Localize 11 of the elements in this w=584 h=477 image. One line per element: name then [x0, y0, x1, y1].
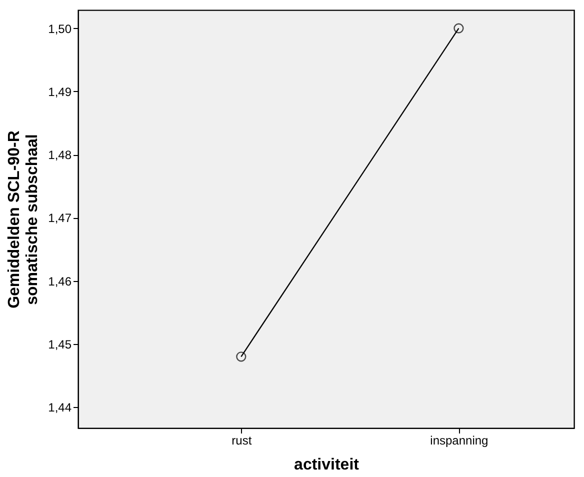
- y-tick-label: 1,47: [48, 211, 72, 226]
- y-tick-label: 1,49: [48, 84, 72, 99]
- y-tick-label: 1,50: [48, 22, 72, 36]
- y-tick-label: 1,48: [48, 148, 72, 162]
- y-tick-label: 1,45: [48, 338, 72, 352]
- y-axis-title: Gemiddelden SCL-90-R somatische subschaal: [6, 130, 42, 308]
- x-tick-label: inspanning: [430, 434, 488, 448]
- y-tick-label: 1,46: [48, 274, 72, 288]
- x-tick-label: rust: [232, 434, 252, 448]
- y-tick-label: 1,44: [48, 400, 72, 415]
- x-axis-title: activiteit: [294, 456, 360, 474]
